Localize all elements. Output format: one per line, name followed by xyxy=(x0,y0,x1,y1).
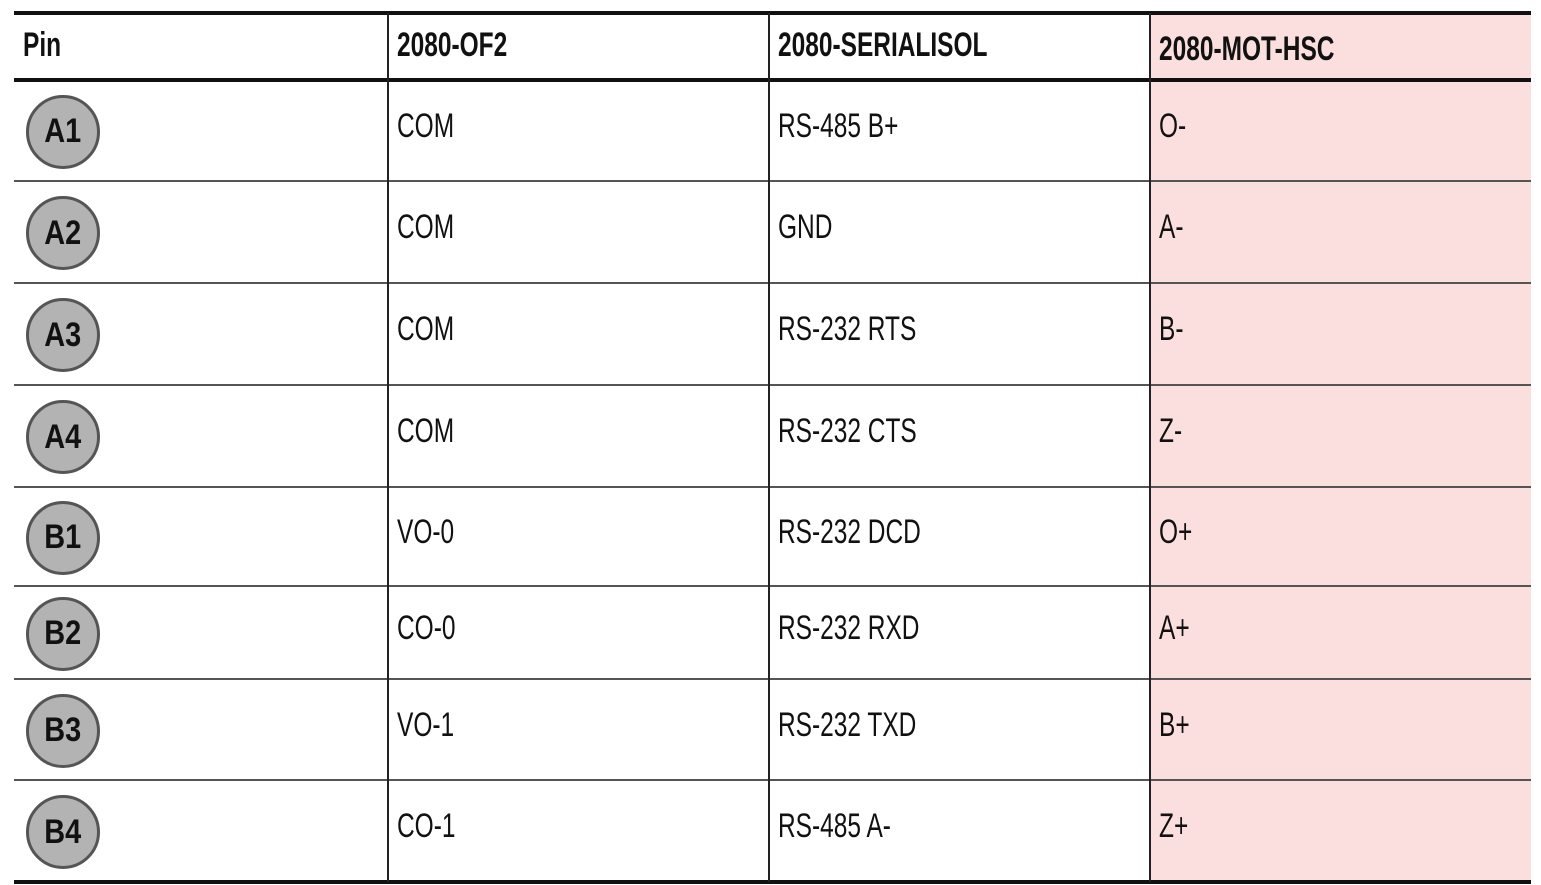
pin-label: B1 xyxy=(44,518,82,556)
cell-text: Z- xyxy=(1159,412,1183,450)
column-rule xyxy=(1149,13,1151,882)
cell-text: COM xyxy=(397,310,455,348)
pin-badge: B2 xyxy=(26,596,100,671)
header-cell: 2080-SERIALISOL xyxy=(778,26,988,64)
pin-badge: B3 xyxy=(26,693,100,768)
cell-text: COM xyxy=(397,208,455,246)
row-rule xyxy=(14,678,1531,680)
pin-label: A2 xyxy=(44,213,82,252)
cell-text: RS-232 RXD xyxy=(778,608,920,647)
row-rule xyxy=(14,585,1531,587)
cell-text: O- xyxy=(1159,106,1187,145)
cell-text: RS-232 TXD xyxy=(778,705,917,744)
column-highlight xyxy=(1150,13,1531,882)
cell-text: RS-485 B+ xyxy=(778,106,899,145)
pin-badge: B4 xyxy=(26,795,100,869)
cell-text: RS-232 RTS xyxy=(778,310,917,348)
cell-text: B- xyxy=(1159,310,1184,348)
cell-text: GND xyxy=(778,208,833,246)
column-rule xyxy=(768,13,770,882)
row-rule xyxy=(14,180,1531,182)
pin-label: B3 xyxy=(44,711,82,749)
pin-badge: A3 xyxy=(26,298,100,372)
cell-text: RS-232 DCD xyxy=(778,512,921,551)
header-cell: Pin xyxy=(23,26,62,64)
cell-text: CO-0 xyxy=(397,608,456,647)
row-rule xyxy=(14,282,1531,284)
row-rule xyxy=(14,384,1531,386)
header-cell: 2080-MOT-HSC xyxy=(1159,30,1335,68)
row-rule xyxy=(14,779,1531,781)
cell-text: COM xyxy=(397,412,455,450)
cell-text: VO-1 xyxy=(397,705,455,744)
cell-text: RS-232 CTS xyxy=(778,412,917,450)
header-cell: 2080-OF2 xyxy=(397,26,508,64)
pin-label: A4 xyxy=(44,417,82,456)
cell-text: Z+ xyxy=(1159,807,1189,845)
cell-text: A+ xyxy=(1159,608,1190,647)
column-rule xyxy=(387,13,389,882)
cell-text: RS-485 A- xyxy=(778,807,891,845)
row-rule xyxy=(14,78,1531,82)
pin-badge: B1 xyxy=(26,500,100,575)
pin-label: B4 xyxy=(44,812,82,851)
pin-label: A3 xyxy=(44,315,82,354)
pin-badge: A4 xyxy=(26,400,100,474)
row-rule xyxy=(14,486,1531,488)
cell-text: CO-1 xyxy=(397,807,456,845)
cell-text: O+ xyxy=(1159,512,1193,551)
pin-label: B2 xyxy=(44,614,82,652)
cell-text: VO-0 xyxy=(397,512,455,551)
row-rule xyxy=(14,11,1531,15)
cell-text: COM xyxy=(397,106,455,145)
cell-text: B+ xyxy=(1159,705,1190,744)
cell-text: A- xyxy=(1159,208,1184,246)
row-rule xyxy=(14,880,1531,884)
pin-badge: A2 xyxy=(26,196,100,270)
pin-badge: A1 xyxy=(26,94,100,169)
pin-label: A1 xyxy=(44,112,82,150)
